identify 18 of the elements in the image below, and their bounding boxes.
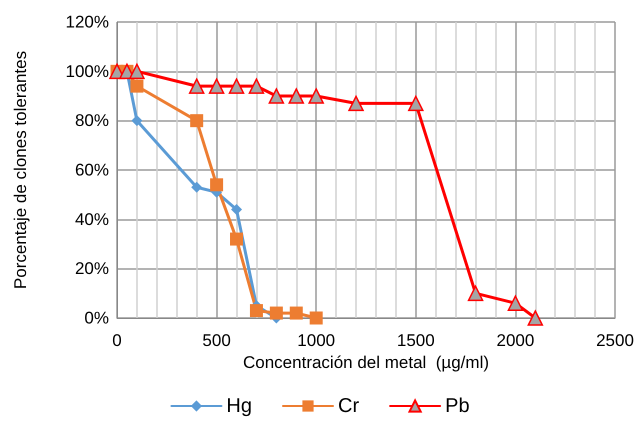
y-axis-title: Porcentaje de clones tolerantes xyxy=(11,50,30,290)
legend-label: Hg xyxy=(226,395,252,417)
y-tick-label: 20% xyxy=(74,259,109,278)
x-axis-title: Concentración del metal (µg/ml) xyxy=(242,352,490,372)
x-tick-label: 1000 xyxy=(297,331,336,350)
x-tick-label: 1500 xyxy=(396,331,435,350)
y-tick-label: 80% xyxy=(74,111,109,130)
legend-label: Pb xyxy=(445,395,470,417)
y-tick-label: 60% xyxy=(74,160,109,180)
y-tick-label: 100% xyxy=(66,62,109,81)
y-tick-label: 0% xyxy=(84,308,109,328)
y-tick-label: 120% xyxy=(66,12,109,32)
x-tick-label: 2000 xyxy=(496,331,534,350)
x-tick-label: 0 xyxy=(112,331,122,350)
x-tick-label: 500 xyxy=(202,331,231,350)
y-tick-label: 40% xyxy=(74,210,109,229)
legend-label: Cr xyxy=(338,395,360,417)
x-tick-label: 2500 xyxy=(596,331,634,350)
